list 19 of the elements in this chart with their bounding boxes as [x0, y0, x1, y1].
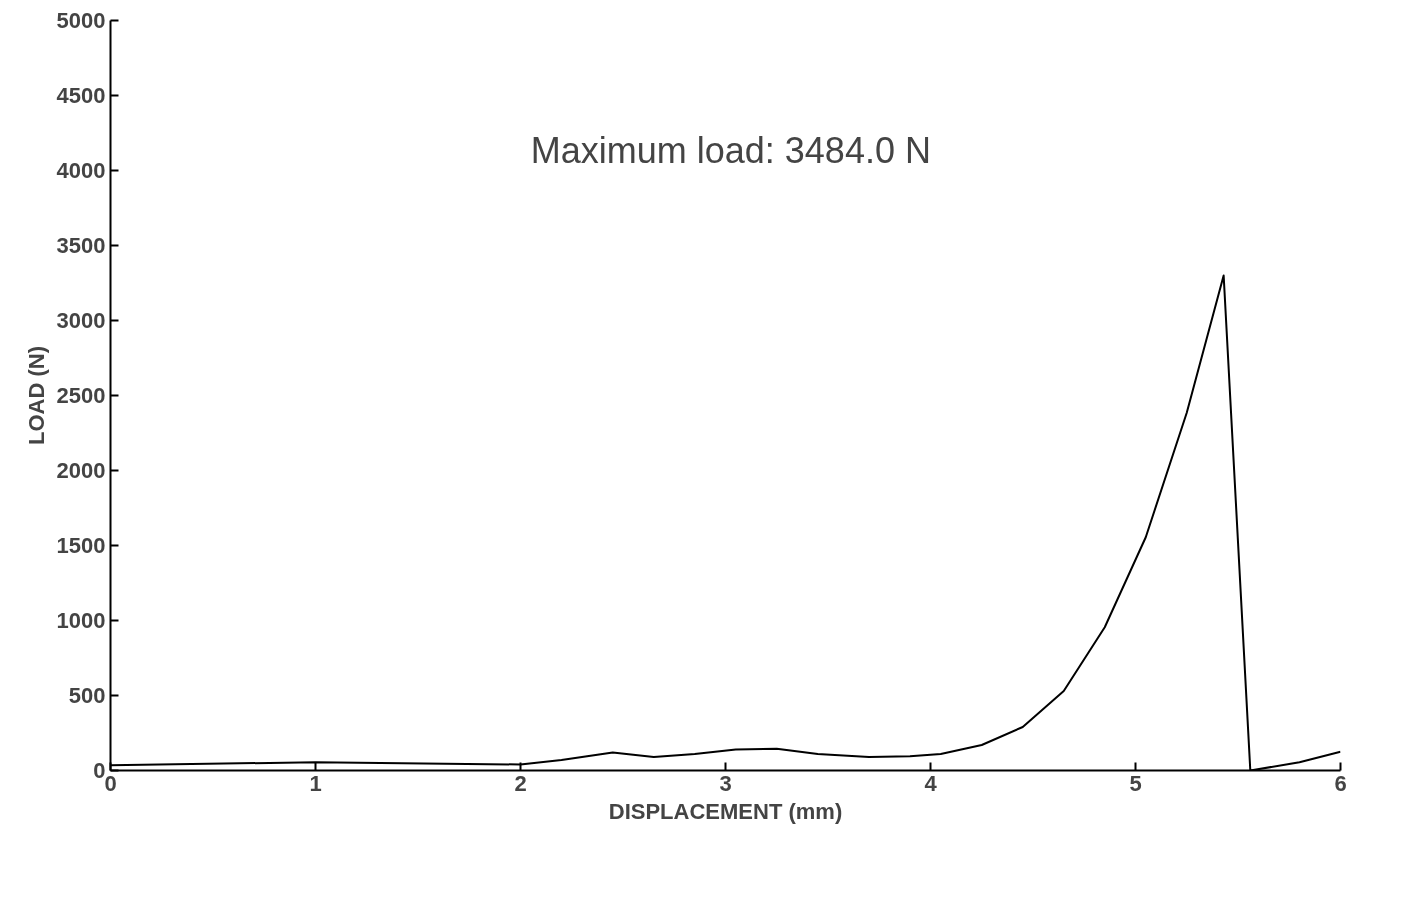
y-tick-label: 3500 [56, 233, 106, 258]
x-tick-label: 6 [1334, 770, 1347, 796]
annotation: Maximum load: 3484.0 N [530, 129, 931, 171]
y-tick-label: 3000 [56, 308, 106, 333]
y-tick-label: 2000 [56, 458, 106, 483]
y-tick-label: 500 [68, 683, 106, 708]
y-tick-label: 1000 [56, 608, 106, 633]
y-tick-label: 4500 [56, 83, 106, 108]
x-tick-label: 3 [719, 770, 732, 796]
y-tick-label: 2500 [56, 383, 106, 408]
x-tick-label: 2 [514, 770, 527, 796]
x-tick-label: 1 [309, 770, 322, 796]
y-tick-label: 5000 [56, 8, 106, 33]
y-tick-label: 1500 [56, 533, 106, 558]
y-tick-label: 4000 [56, 158, 106, 183]
x-tick-label: 4 [924, 770, 938, 796]
y-axis-title: LOAD (N) [23, 346, 49, 445]
x-tick-label: 5 [1129, 770, 1142, 796]
x-axis-title: DISPLACEMENT (mm) [608, 798, 843, 824]
